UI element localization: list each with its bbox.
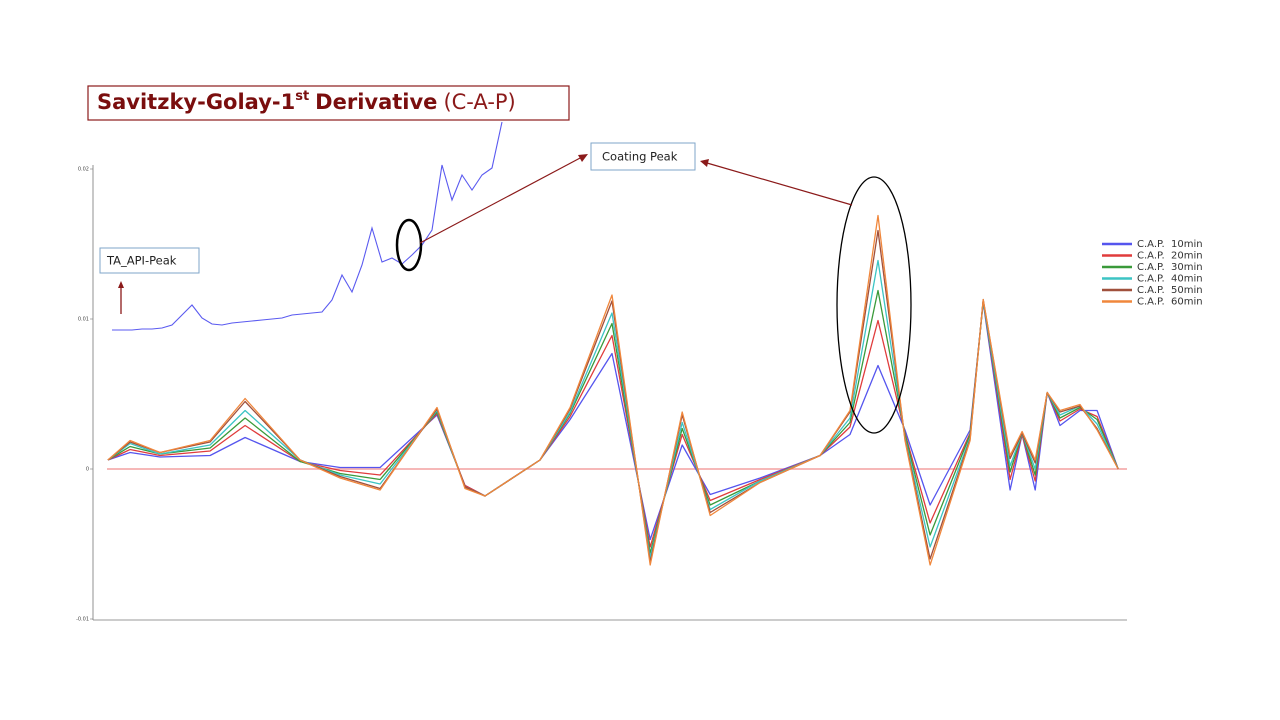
y-tick-label: -0.01	[76, 617, 89, 623]
y-tick-label: 0	[86, 467, 89, 473]
annotation-box	[99, 247, 200, 274]
arrow-head	[700, 159, 709, 167]
legend-label: C.A.P. 40min	[1137, 274, 1203, 285]
chart-title: Savitzky-Golay-1st Derivative (C-A-P)	[97, 89, 516, 115]
annotation-box	[590, 142, 696, 171]
arrow-head	[118, 281, 124, 288]
annotation: TA_API-Peak	[106, 254, 177, 268]
highlight-ellipse	[395, 218, 423, 272]
title-suffix: (C-A-P)	[443, 90, 515, 114]
arrow	[419, 156, 583, 244]
series-line	[107, 301, 1119, 541]
title-main: Savitzky-Golay-1	[97, 90, 295, 114]
legend-label: C.A.P. 20min	[1137, 251, 1203, 262]
annotation: Coating Peak	[602, 150, 678, 164]
legend-label: C.A.P. 60min	[1137, 297, 1203, 308]
highlight-ellipse	[836, 176, 912, 434]
series-line	[107, 229, 1119, 563]
legend-label: C.A.P. 10min	[1137, 239, 1203, 250]
series-line	[107, 214, 1119, 566]
y-tick-label: 0.02	[78, 167, 89, 173]
arrow	[706, 162, 853, 206]
title-superscript: st	[295, 89, 309, 104]
legend-label: C.A.P. 50min	[1137, 285, 1203, 296]
title-box	[87, 85, 570, 121]
plot-area: 0.02 0.01 0 -0.01	[76, 121, 1127, 623]
title-rest: Derivative	[315, 90, 437, 114]
legend-label: C.A.P. 30min	[1137, 262, 1203, 273]
series-line	[107, 289, 1119, 554]
arrow-head	[578, 154, 588, 162]
y-tick-label: 0.01	[78, 317, 89, 323]
inset-line	[112, 121, 503, 331]
